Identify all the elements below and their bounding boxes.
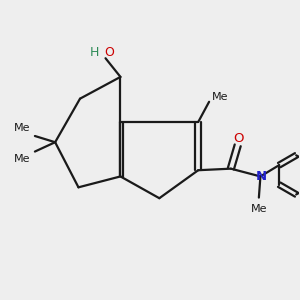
Text: Me: Me [14,154,30,164]
Text: N: N [256,170,267,183]
Text: Me: Me [14,123,30,133]
Text: H: H [90,46,99,59]
Text: O: O [104,46,114,59]
Text: Me: Me [212,92,228,102]
Text: Me: Me [250,204,267,214]
Text: O: O [233,132,243,145]
